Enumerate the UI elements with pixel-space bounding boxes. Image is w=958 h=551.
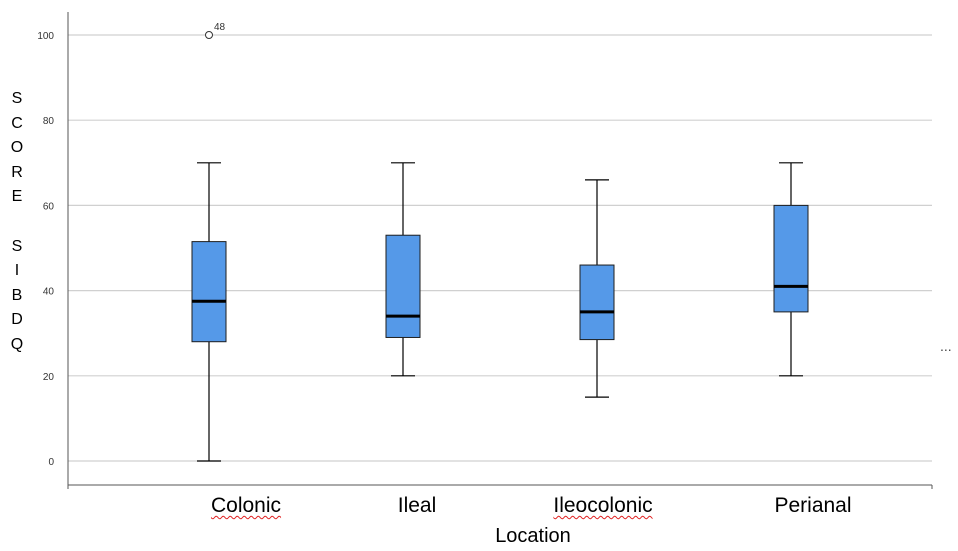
y-axis-label-letter: R	[11, 163, 23, 181]
y-tick-label: 80	[43, 116, 55, 127]
y-tick-label: 0	[48, 457, 54, 468]
y-axis-label-letter: I	[14, 262, 20, 280]
x-category-label: Ileocolonic	[553, 494, 653, 517]
y-axis-label-letter: S	[11, 237, 23, 255]
y-tick-label: 40	[43, 287, 55, 298]
y-axis-label-letter: E	[11, 188, 23, 206]
outlier-point	[205, 31, 213, 39]
x-category-label: Ileal	[397, 494, 437, 517]
y-axis-label-letter: B	[11, 286, 23, 304]
y-axis-label-letter: C	[11, 114, 23, 132]
box-ileal	[385, 234, 421, 338]
x-category-label: Colonic	[210, 494, 282, 517]
x-category-label: Perianal	[774, 494, 852, 517]
box-perianal	[773, 204, 809, 313]
y-axis-label-letter: O	[10, 139, 24, 157]
y-axis-label-letter: D	[11, 311, 23, 329]
box-colonic	[191, 241, 227, 343]
x-axis-label: Location	[495, 525, 571, 547]
y-tick-label: 100	[37, 31, 54, 42]
y-tick-label: 60	[43, 201, 55, 212]
y-axis-label-letter: S	[11, 90, 23, 107]
outlier-label: 48	[214, 22, 226, 33]
y-axis-label-letter: Q	[10, 336, 24, 353]
box-ileocolonic	[579, 264, 615, 341]
y-tick-label: 20	[43, 372, 55, 383]
ellipsis-marker: ...	[940, 338, 952, 354]
